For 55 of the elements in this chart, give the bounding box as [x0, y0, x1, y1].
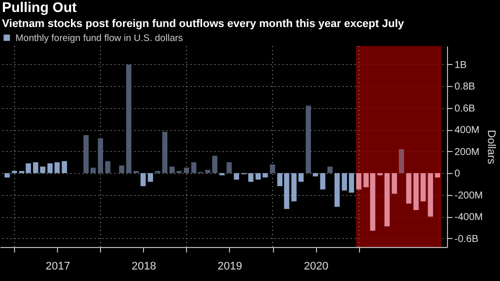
bar	[148, 173, 154, 182]
x-tick-label: 2018	[132, 260, 156, 272]
bar	[226, 162, 232, 174]
bar	[298, 173, 304, 182]
bar	[176, 170, 182, 174]
y-tick-label: 200M	[454, 146, 480, 158]
bar	[320, 173, 326, 190]
y-tick-label: 0	[454, 168, 460, 180]
y-axis-title: Dollars	[484, 130, 497, 165]
chart-subtitle: Vietnam stocks post foreign fund outflows every month this year except July	[2, 18, 405, 30]
bar	[40, 166, 46, 174]
y-tick-label: -0.6B	[454, 234, 479, 245]
bar	[170, 166, 175, 174]
bar	[392, 173, 397, 194]
bar	[234, 173, 240, 180]
bar	[54, 162, 60, 174]
y-tick-label: 400M	[454, 125, 480, 136]
bar	[256, 173, 261, 180]
bar	[306, 106, 311, 174]
bar	[420, 173, 426, 202]
bar	[384, 173, 390, 226]
y-tick-label: -400M	[454, 212, 483, 224]
bar	[312, 173, 318, 176]
bar	[270, 164, 276, 174]
bar	[434, 173, 440, 178]
bar	[4, 173, 10, 178]
y-tick-label: -200M	[454, 190, 483, 202]
bar	[356, 173, 362, 190]
bar	[327, 166, 333, 174]
bar	[83, 135, 89, 174]
bar	[90, 168, 96, 174]
y-tick-label: 0.8B	[454, 82, 476, 93]
chart-title: Pulling Out	[2, 0, 77, 15]
y-tick-label: 0.6B	[454, 103, 476, 114]
bar	[291, 173, 297, 202]
bar	[334, 173, 340, 207]
bar	[413, 173, 419, 210]
x-tick-label: 2020	[304, 260, 328, 272]
bar	[262, 173, 268, 178]
bar	[428, 173, 434, 217]
bar	[184, 168, 190, 174]
bar	[33, 162, 38, 174]
bar	[98, 138, 104, 174]
bar	[62, 161, 67, 174]
bar	[348, 173, 354, 193]
legend-label: Monthly foreign fund flow in U.S. dollars	[16, 32, 184, 44]
y-tick-label: 1B	[454, 60, 468, 71]
bar	[342, 173, 348, 191]
bar	[140, 173, 146, 186]
x-tick-label: 2019	[218, 260, 242, 272]
bar	[47, 163, 53, 174]
bar	[398, 149, 404, 174]
bar	[406, 173, 412, 204]
x-tick-label: 2017	[46, 260, 70, 272]
bar	[105, 161, 110, 174]
